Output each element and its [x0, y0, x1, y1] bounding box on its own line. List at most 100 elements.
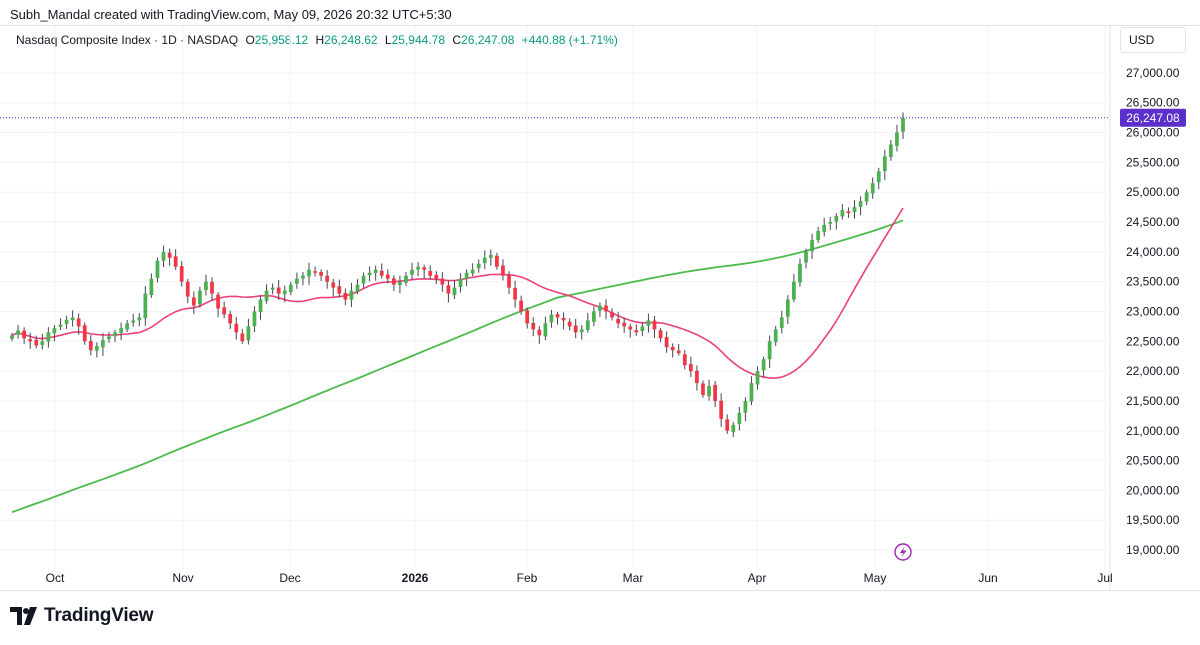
- candle-body: [755, 371, 760, 385]
- candle-body: [616, 318, 620, 324]
- candle-body: [349, 290, 354, 300]
- candle-body: [531, 322, 536, 330]
- candle-body: [543, 323, 548, 337]
- candle-body: [391, 278, 396, 285]
- candle-body: [610, 312, 614, 318]
- currency-selector[interactable]: USD: [1120, 27, 1186, 53]
- candle-body: [319, 271, 323, 276]
- candle-body: [652, 320, 657, 330]
- candle-body: [476, 263, 481, 269]
- candle-body: [434, 274, 439, 279]
- x-tick-label: Mar: [623, 571, 644, 585]
- candle-body: [719, 400, 724, 419]
- y-tick-label: 20,000.00: [1126, 483, 1180, 497]
- candle-body: [288, 284, 293, 292]
- candle-body: [264, 290, 269, 301]
- close-label: C: [452, 33, 462, 47]
- candle-body: [398, 281, 402, 286]
- y-tick-label: 24,500.00: [1126, 215, 1180, 229]
- candle-body: [240, 333, 245, 342]
- candle-body: [573, 325, 578, 333]
- candle-body: [185, 281, 190, 297]
- y-tick-label: 23,000.00: [1126, 304, 1180, 318]
- candle-body: [585, 320, 590, 330]
- candle-body: [785, 299, 790, 317]
- candle-body: [482, 257, 487, 264]
- candle-body: [404, 275, 408, 283]
- candle-body: [373, 269, 378, 274]
- y-tick-label: 22,000.00: [1126, 364, 1180, 378]
- candle-body: [688, 364, 693, 372]
- candle-body: [846, 211, 851, 214]
- candle-body: [537, 329, 542, 336]
- header-divider: [0, 25, 1200, 26]
- candle-body: [119, 328, 123, 333]
- candle-body: [179, 266, 184, 282]
- candle-body: [804, 251, 808, 263]
- candle-body: [882, 156, 887, 172]
- candle-body: [731, 424, 736, 433]
- attribution-text: Subh_Mandal created with TradingView.com…: [10, 7, 452, 22]
- candle-body: [519, 300, 524, 312]
- candle-body: [658, 330, 663, 339]
- y-tick-label: 21,500.00: [1126, 394, 1180, 408]
- candle-body: [173, 256, 178, 267]
- candle-body: [561, 317, 566, 321]
- candle-body: [276, 287, 281, 294]
- x-tick-label: Feb: [517, 571, 538, 585]
- candle-body: [567, 321, 572, 327]
- candle-body: [458, 278, 463, 287]
- candle-body: [767, 341, 772, 360]
- candle-body: [70, 317, 75, 321]
- candle-body: [828, 222, 833, 224]
- candle-body: [852, 207, 857, 212]
- candle-body: [252, 311, 257, 327]
- candle-body: [464, 272, 469, 279]
- y-tick-label: 24,000.00: [1126, 245, 1180, 259]
- candle-body: [549, 314, 554, 323]
- x-tick-label: Oct: [46, 571, 65, 585]
- last-price-tag: [1120, 108, 1186, 127]
- y-tick-label: 26,000.00: [1126, 126, 1180, 140]
- open-value: 25,958.12: [254, 33, 309, 47]
- symbol-legend: Nasdaq Composite Index · 1D · NASDAQ O25…: [16, 33, 618, 47]
- candle-body: [495, 255, 499, 267]
- candle-body: [282, 290, 287, 295]
- high-label: H: [315, 33, 325, 47]
- candle-body: [295, 278, 299, 284]
- candle-body: [864, 192, 869, 202]
- last-price-label: 26,247.08: [1126, 111, 1180, 125]
- candle-body: [222, 307, 227, 315]
- y-tick-label: 19,500.00: [1126, 513, 1180, 527]
- candle-body: [501, 265, 505, 276]
- candle-body: [428, 271, 433, 276]
- candle-body: [422, 267, 427, 270]
- candle-body: [88, 340, 93, 351]
- candle-body: [246, 326, 251, 341]
- change-value: +440.88 (+1.71%): [521, 33, 618, 47]
- candle-body: [604, 305, 608, 312]
- candle-body: [749, 383, 754, 402]
- candle-body: [579, 329, 584, 333]
- candle-body: [725, 419, 730, 431]
- candle-body: [301, 275, 305, 279]
- candle-body: [76, 318, 81, 327]
- candle-body: [876, 171, 881, 183]
- low-label: L: [384, 33, 392, 47]
- candle-body: [713, 385, 717, 401]
- x-tick-label: Apr: [748, 571, 767, 585]
- candle-body: [507, 275, 511, 288]
- candle-body: [216, 294, 220, 309]
- candle-body: [707, 386, 711, 397]
- candle-body: [822, 224, 827, 232]
- y-tick-label: 25,000.00: [1126, 185, 1180, 199]
- close-value: 26,247.08: [461, 33, 515, 47]
- x-tick-label: Dec: [279, 571, 300, 585]
- candle-body: [676, 350, 681, 354]
- candle-body: [761, 359, 766, 371]
- candle-body: [270, 287, 275, 290]
- candle-body: [137, 317, 142, 321]
- candle-body: [131, 320, 136, 323]
- candle-body: [695, 370, 699, 384]
